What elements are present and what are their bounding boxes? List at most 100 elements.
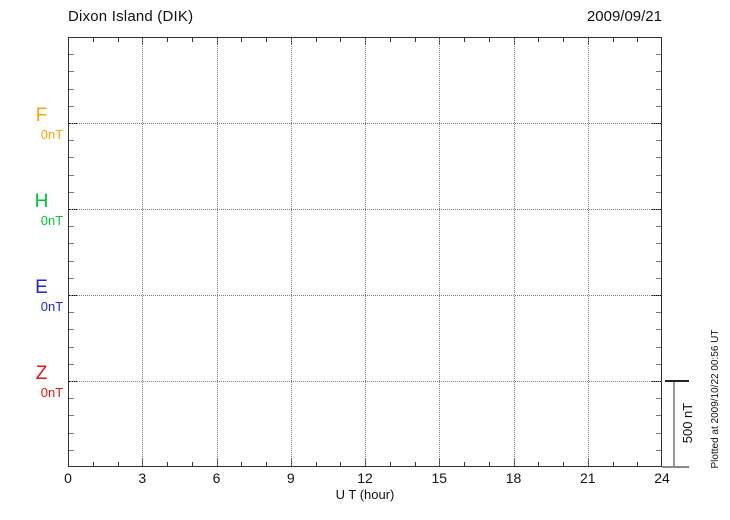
x-tick-bottom xyxy=(315,462,317,466)
x-tick-top xyxy=(488,38,490,42)
x-tick-bottom xyxy=(414,462,416,466)
x-tick-top xyxy=(340,38,342,42)
y-tick-left xyxy=(69,88,74,90)
x-tick-top xyxy=(167,38,168,42)
scale-bar-cap-bottom xyxy=(662,466,689,468)
y-tick-left xyxy=(69,449,74,451)
y-tick-left xyxy=(69,329,74,331)
y-tick-right xyxy=(656,54,661,56)
y-tick-left xyxy=(69,277,74,279)
channel-baseline-value-f: 0nT xyxy=(40,127,64,142)
channel-label-f: F xyxy=(35,105,48,126)
x-tick-bottom xyxy=(117,462,119,466)
y-tick-right xyxy=(656,277,661,279)
x-tick-bottom xyxy=(191,462,193,466)
grid-line-vertical xyxy=(513,39,515,465)
y-tick-left xyxy=(69,174,74,176)
y-tick-right xyxy=(656,449,661,451)
scale-bar-cap-top xyxy=(665,380,689,382)
grid-line-horizontal xyxy=(70,381,660,382)
grid-line-vertical xyxy=(587,39,589,465)
x-tick-bottom xyxy=(464,462,465,466)
grid-line-vertical xyxy=(365,39,366,465)
x-tick-bottom xyxy=(563,462,564,466)
y-tick-right xyxy=(656,105,661,107)
x-tick-top xyxy=(117,38,119,42)
y-tick-right xyxy=(656,329,661,331)
y-tick-right xyxy=(656,174,661,176)
x-axis-label: U T (hour) xyxy=(335,487,395,502)
chart-date: 2009/09/21 xyxy=(586,8,662,25)
grid-line-vertical xyxy=(290,39,292,465)
grid-line-vertical xyxy=(439,39,441,465)
y-tick-left xyxy=(69,363,74,365)
x-tick-top xyxy=(563,38,564,42)
x-tick-top xyxy=(92,38,94,42)
plotted-at-note: Plotted at 2009/10/22 00:56 UT xyxy=(710,329,721,469)
x-tick-label: 9 xyxy=(286,470,295,486)
x-tick-top xyxy=(538,38,540,42)
x-tick-top xyxy=(266,38,267,42)
grid-line-vertical xyxy=(216,39,218,465)
y-tick-right xyxy=(656,140,661,142)
channel-label-h: H xyxy=(34,191,49,212)
y-tick-left xyxy=(69,346,74,348)
channel-label-z: Z xyxy=(35,363,48,384)
x-tick-bottom xyxy=(488,462,490,466)
grid-line-horizontal xyxy=(70,295,660,296)
x-tick-top xyxy=(315,38,317,42)
x-tick-bottom xyxy=(637,462,639,466)
y-tick-left xyxy=(69,398,74,400)
y-tick-right xyxy=(656,312,661,314)
x-tick-label: 24 xyxy=(654,470,670,486)
y-tick-left xyxy=(69,415,74,417)
y-tick-right xyxy=(656,346,661,348)
y-tick-left xyxy=(69,260,74,262)
y-tick-left xyxy=(69,191,74,193)
y-tick-right xyxy=(656,432,661,434)
x-tick-bottom xyxy=(340,462,342,466)
y-tick-right xyxy=(656,398,661,400)
y-tick-right xyxy=(656,71,661,73)
y-tick-right xyxy=(656,88,661,90)
x-tick-label: 21 xyxy=(579,470,596,486)
channel-baseline-value-h: 0nT xyxy=(40,213,64,228)
y-tick-left xyxy=(69,71,74,73)
y-tick-left xyxy=(69,54,74,56)
x-tick-label: 6 xyxy=(212,470,221,486)
y-tick-right xyxy=(656,157,661,159)
grid-line-horizontal xyxy=(70,209,660,210)
y-tick-right xyxy=(656,363,661,365)
y-tick-left xyxy=(69,243,74,245)
x-tick-top xyxy=(241,38,243,42)
y-tick-left xyxy=(69,140,74,142)
channel-baseline-value-e: 0nT xyxy=(40,299,64,314)
y-tick-left xyxy=(69,157,74,159)
x-tick-label: 18 xyxy=(505,470,522,486)
x-tick-bottom xyxy=(389,462,391,466)
y-tick-left xyxy=(69,105,74,107)
y-tick-left xyxy=(69,226,74,228)
channel-baseline-value-z: 0nT xyxy=(40,385,64,400)
chart-title: Dixon Island (DIK) xyxy=(68,8,194,25)
x-tick-top xyxy=(464,38,465,42)
grid-line-vertical xyxy=(142,39,144,465)
x-tick-bottom xyxy=(612,462,614,466)
scale-bar-label: 500 nT xyxy=(680,402,695,444)
x-tick-top xyxy=(389,38,391,42)
x-tick-bottom xyxy=(538,462,540,466)
x-tick-top xyxy=(637,38,639,42)
x-tick-label: 15 xyxy=(431,470,448,486)
y-tick-right xyxy=(656,191,661,193)
y-tick-right xyxy=(656,415,661,417)
y-tick-right xyxy=(656,226,661,228)
channel-label-e: E xyxy=(35,277,48,298)
grid-line-horizontal xyxy=(70,123,660,124)
x-tick-top xyxy=(612,38,614,42)
y-tick-left xyxy=(69,432,74,434)
scale-bar-line xyxy=(673,381,675,467)
x-tick-bottom xyxy=(92,462,94,466)
y-tick-right xyxy=(656,243,661,245)
x-tick-label: 0 xyxy=(64,470,72,486)
